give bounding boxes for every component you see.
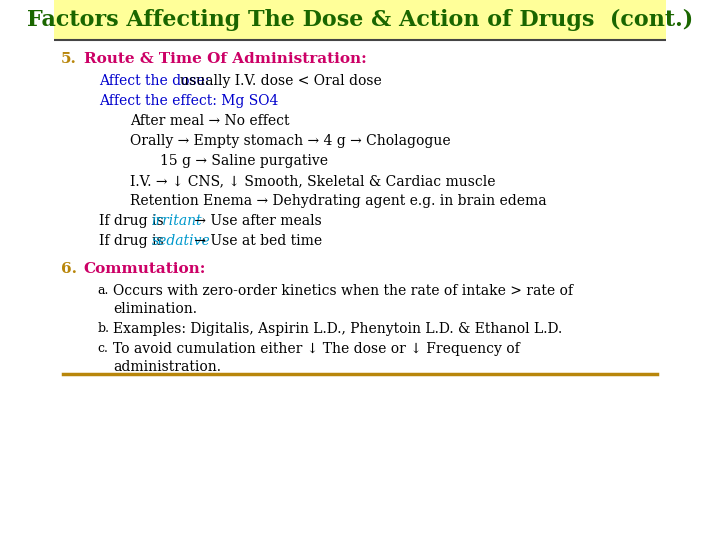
Text: 6.: 6.	[61, 262, 77, 276]
Text: Examples: Digitalis, Aspirin L.D., Phenytoin L.D. & Ethanol L.D.: Examples: Digitalis, Aspirin L.D., Pheny…	[113, 322, 562, 336]
Text: → Use at bed time: → Use at bed time	[189, 234, 322, 248]
Text: Affect the dose:: Affect the dose:	[99, 74, 214, 88]
Text: Occurs with zero-order kinetics when the rate of intake > rate of: Occurs with zero-order kinetics when the…	[113, 284, 572, 298]
Text: Factors Affecting The Dose & Action of Drugs  (cont.): Factors Affecting The Dose & Action of D…	[27, 9, 693, 31]
Text: Commutation:: Commutation:	[84, 262, 206, 276]
Text: → Use after meals: → Use after meals	[189, 214, 321, 228]
Text: a.: a.	[97, 284, 109, 297]
FancyBboxPatch shape	[54, 0, 666, 40]
Text: usually I.V. dose < Oral dose: usually I.V. dose < Oral dose	[180, 74, 382, 88]
Text: c.: c.	[97, 342, 108, 355]
Text: After meal → No effect: After meal → No effect	[130, 114, 289, 128]
Text: administration.: administration.	[113, 360, 221, 374]
Text: elimination.: elimination.	[113, 302, 197, 316]
Text: If drug is: If drug is	[99, 234, 168, 248]
Text: sedative: sedative	[151, 234, 210, 248]
Text: 15 g → Saline purgative: 15 g → Saline purgative	[161, 154, 328, 168]
Text: 5.: 5.	[61, 52, 77, 66]
Text: Route & Time Of Administration:: Route & Time Of Administration:	[84, 52, 366, 66]
Text: Affect the effect: Mg SO4: Affect the effect: Mg SO4	[99, 94, 279, 108]
Text: irritant: irritant	[151, 214, 202, 228]
Text: If drug is: If drug is	[99, 214, 168, 228]
Text: I.V. → ↓ CNS, ↓ Smooth, Skeletal & Cardiac muscle: I.V. → ↓ CNS, ↓ Smooth, Skeletal & Cardi…	[130, 174, 495, 188]
Text: Retention Enema → Dehydrating agent e.g. in brain edema: Retention Enema → Dehydrating agent e.g.…	[130, 194, 546, 208]
Text: Orally → Empty stomach → 4 g → Cholagogue: Orally → Empty stomach → 4 g → Cholagogu…	[130, 134, 451, 148]
Text: To avoid cumulation either ↓ The dose or ↓ Frequency of: To avoid cumulation either ↓ The dose or…	[113, 342, 520, 356]
Text: b.: b.	[97, 322, 109, 335]
